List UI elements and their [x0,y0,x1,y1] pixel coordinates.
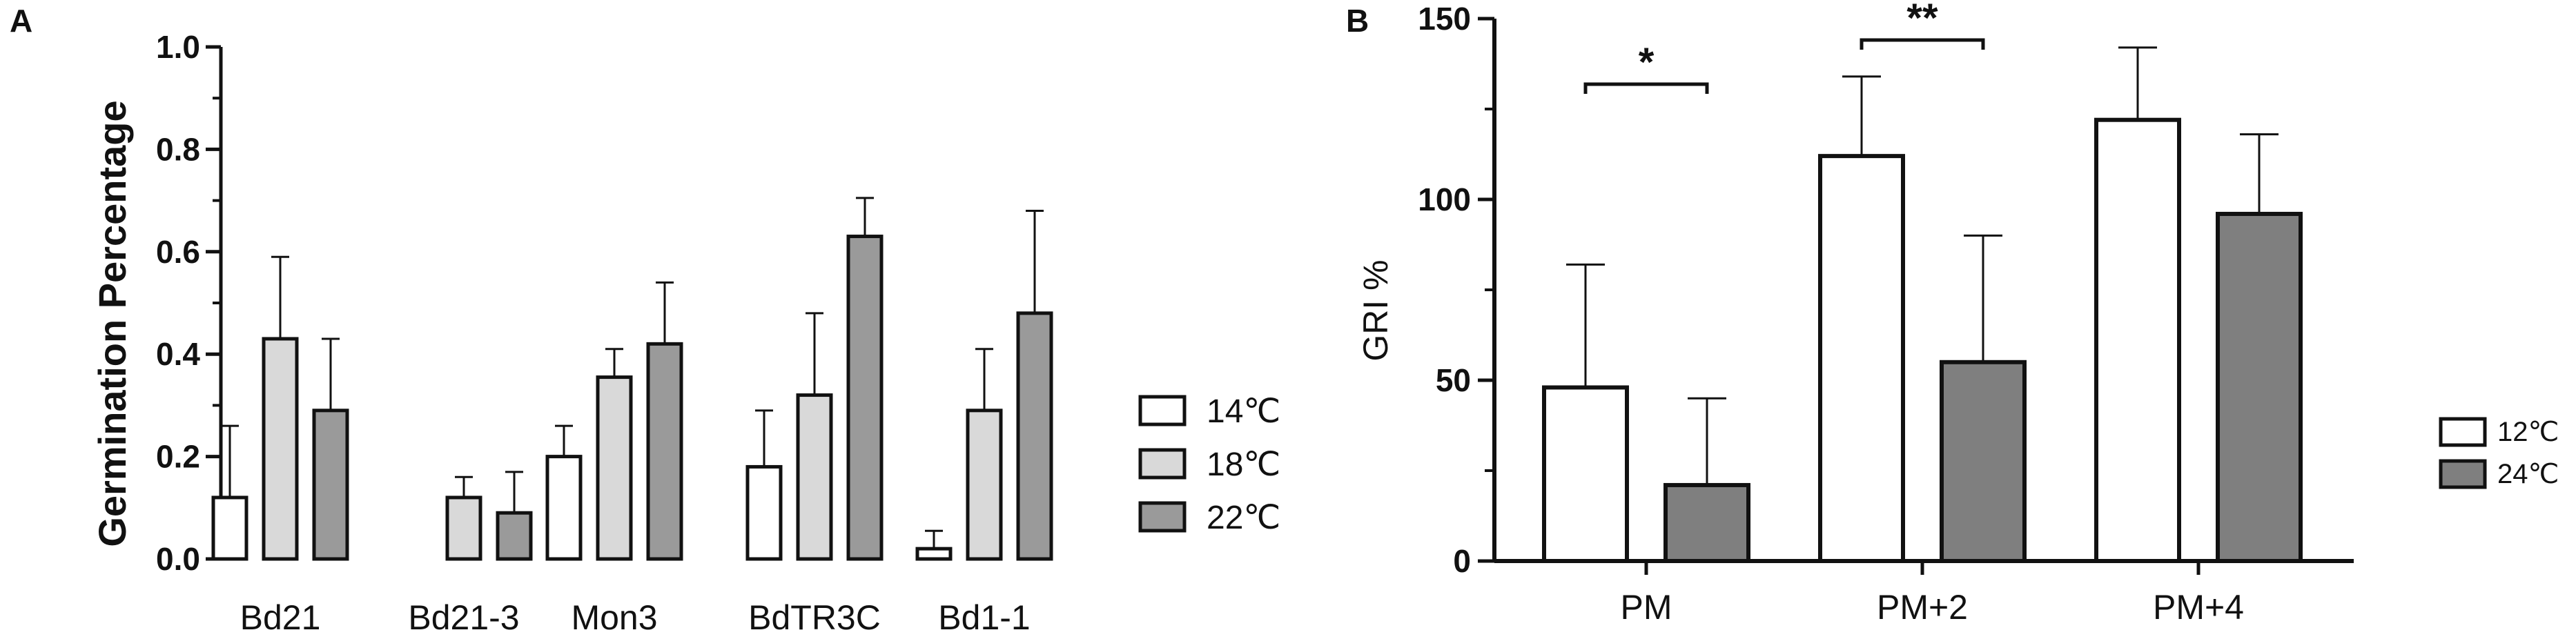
bar-14℃-Mon3 [545,455,583,561]
panel-letter-b: B [1346,3,1369,39]
bar-14℃-Bd1-1 [915,547,953,561]
legend-label: 12℃ [2497,417,2559,447]
x-category-label: PM+4 [2153,588,2244,627]
significance-label: ** [1906,0,1938,41]
bar-14℃-Bd21 [211,495,248,561]
legend-swatch [1138,448,1187,480]
bar-12℃-PM+2 [1818,154,1905,563]
legend-label: 22℃ [1207,500,1280,536]
x-category-label: BdTR3C [748,598,881,637]
y-tick-label: 0.2 [156,439,200,475]
x-category-label: PM+2 [1877,588,1968,627]
panel-letter-a: A [10,3,32,39]
x-category-label: PM [1621,588,1672,627]
bar-22℃-Bd1-1 [1016,311,1053,561]
significance-label: * [1639,40,1655,85]
bar-18℃-Mon3 [596,375,633,561]
y-tick-label: 100 [1418,181,1471,217]
y-tick-label: 0.4 [156,336,200,372]
legend-swatch [2439,459,2487,489]
legend-swatch [2439,417,2487,447]
bar-14℃-BdTR3C [745,464,783,561]
bar-18℃-Bd21 [262,337,299,561]
significance-bracket [1860,38,1985,50]
y-tick-label: 1.0 [156,29,200,65]
bar-12℃-PM [1542,385,1629,563]
y-axis-title: Germination Percentage [90,100,134,547]
legend-swatch [1138,395,1187,426]
x-category-label: Mon3 [571,598,657,637]
y-tick-label: 150 [1418,1,1471,37]
bar-18℃-BdTR3C [796,393,833,561]
bar-18℃-Bd21-3 [445,495,482,561]
y-tick-label: 50 [1436,362,1471,398]
legend-label: 14℃ [1207,393,1280,430]
bar-22℃-Mon3 [646,342,683,561]
bar-24℃-PM+2 [1940,360,2027,563]
y-tick-label: 0.8 [156,131,200,167]
x-category-label: Bd1-1 [938,598,1030,637]
y-tick-label: 0.0 [156,541,200,577]
legend-label: 18℃ [1207,446,1280,483]
bar-22℃-BdTR3C [846,235,884,561]
y-tick-label: 0 [1453,543,1471,579]
bar-18℃-Bd1-1 [966,409,1003,561]
bar-12℃-PM+4 [2094,117,2181,564]
x-category-label: Bd21 [240,598,321,637]
bar-24℃-PM [1663,482,1750,564]
y-tick-label: 0.6 [156,234,200,270]
panel-a-chart: A 0.0 0.2 0.4 0.6 0.8 1.0 Germination Percentag… [10,3,1280,637]
legend-label: 24℃ [2497,459,2559,489]
legend-swatch [1138,501,1187,533]
bar-22℃-Bd21 [312,409,349,561]
x-category-label: Bd21-3 [408,598,519,637]
bar-22℃-Bd21-3 [496,511,533,561]
y-axis-title: GRI % [1356,259,1395,361]
bar-24℃-PM+4 [2216,211,2303,563]
significance-bracket [1583,82,1709,94]
